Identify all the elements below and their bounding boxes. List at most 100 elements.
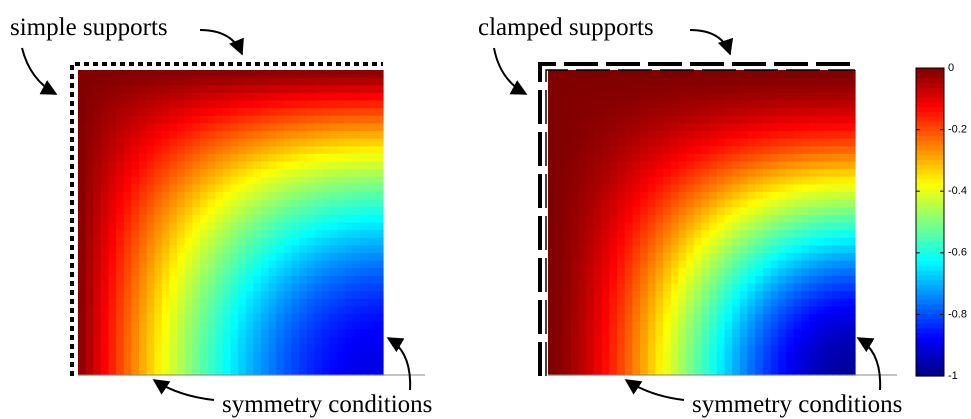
field-cell	[640, 237, 649, 246]
field-cell	[291, 184, 300, 193]
field-cell	[375, 199, 384, 208]
field-cell	[548, 291, 557, 300]
field-cell	[245, 336, 254, 346]
field-cell	[131, 359, 140, 368]
field-cell	[230, 260, 239, 269]
field-cell	[337, 123, 346, 132]
field-cell	[329, 131, 338, 140]
field-cell	[762, 161, 772, 170]
field-cell	[609, 138, 618, 147]
field-cell	[847, 260, 856, 269]
field-cell	[709, 336, 718, 346]
field-cell	[116, 314, 125, 323]
field-cell	[253, 336, 262, 346]
field-cell	[78, 291, 87, 300]
field-cell	[230, 146, 239, 155]
field-cell	[632, 283, 641, 292]
field-cell	[93, 131, 102, 140]
field-cell	[770, 237, 779, 246]
field-cell	[222, 306, 232, 315]
field-cell	[709, 321, 718, 330]
field-cell	[808, 298, 818, 307]
field-cell	[709, 344, 718, 353]
field-cell	[655, 314, 664, 323]
field-cell	[230, 283, 239, 292]
field-cell	[100, 176, 110, 185]
field-cell	[360, 131, 369, 140]
field-cell	[762, 123, 772, 132]
field-cell	[367, 92, 376, 102]
field-cell	[609, 85, 618, 94]
field-cell	[617, 138, 626, 147]
field-cell	[663, 70, 672, 79]
field-cell	[283, 291, 293, 300]
field-cell	[154, 199, 163, 208]
field-cell	[314, 359, 323, 368]
field-cell	[238, 192, 247, 201]
field-cell	[617, 207, 626, 216]
field-cell	[360, 92, 369, 102]
field-cell	[230, 192, 239, 201]
field-cell	[808, 184, 818, 193]
field-cell	[306, 367, 315, 376]
field-cell	[100, 169, 110, 178]
field-cell	[322, 192, 331, 201]
field-cell	[609, 230, 618, 239]
field-cell	[686, 207, 695, 216]
field-cell	[601, 153, 610, 163]
field-cell	[555, 291, 564, 300]
field-cell	[739, 275, 749, 285]
field-cell	[299, 291, 308, 300]
field-cell	[548, 222, 557, 231]
field-cell	[555, 306, 564, 315]
field-cell	[563, 85, 572, 94]
field-cell	[594, 85, 603, 94]
field-cell	[344, 176, 354, 185]
field-cell	[276, 253, 285, 262]
field-cell	[632, 298, 641, 307]
field-cell	[337, 291, 346, 300]
field-cell	[747, 260, 756, 269]
field-cell	[207, 115, 216, 124]
field-cell	[291, 253, 300, 262]
field-cell	[732, 268, 741, 277]
field-cell	[785, 161, 795, 170]
field-cell	[222, 85, 232, 94]
field-cell	[230, 184, 239, 193]
field-cell	[816, 237, 825, 246]
field-cell	[161, 184, 171, 193]
field-cell	[647, 291, 657, 300]
field-cell	[207, 214, 216, 224]
field-cell	[847, 108, 856, 117]
field-cell	[670, 314, 680, 323]
field-cell	[116, 306, 125, 315]
field-cell	[108, 367, 117, 376]
field-cell	[831, 253, 841, 262]
field-cell	[360, 70, 369, 79]
field-cell	[314, 184, 323, 193]
field-cell	[624, 283, 634, 292]
field-cell	[161, 77, 171, 86]
field-cell	[801, 298, 810, 307]
field-cell	[747, 176, 756, 185]
field-cell	[716, 306, 726, 315]
field-cell	[261, 275, 270, 285]
field-cell	[816, 298, 825, 307]
field-cell	[314, 230, 323, 239]
field-cell	[337, 184, 346, 193]
field-cell	[139, 153, 148, 163]
field-cell	[670, 329, 680, 338]
field-cell	[778, 92, 787, 102]
field-cell	[640, 230, 649, 239]
field-cell	[139, 199, 148, 208]
field-cell	[78, 314, 87, 323]
field-cell	[548, 184, 557, 193]
field-cell	[678, 176, 687, 185]
field-cell	[85, 199, 94, 208]
field-cell	[245, 321, 254, 330]
field-cell	[785, 176, 795, 185]
field-cell	[663, 85, 672, 94]
field-cell	[831, 306, 841, 315]
field-cell	[701, 184, 710, 193]
field-cell	[360, 108, 369, 117]
